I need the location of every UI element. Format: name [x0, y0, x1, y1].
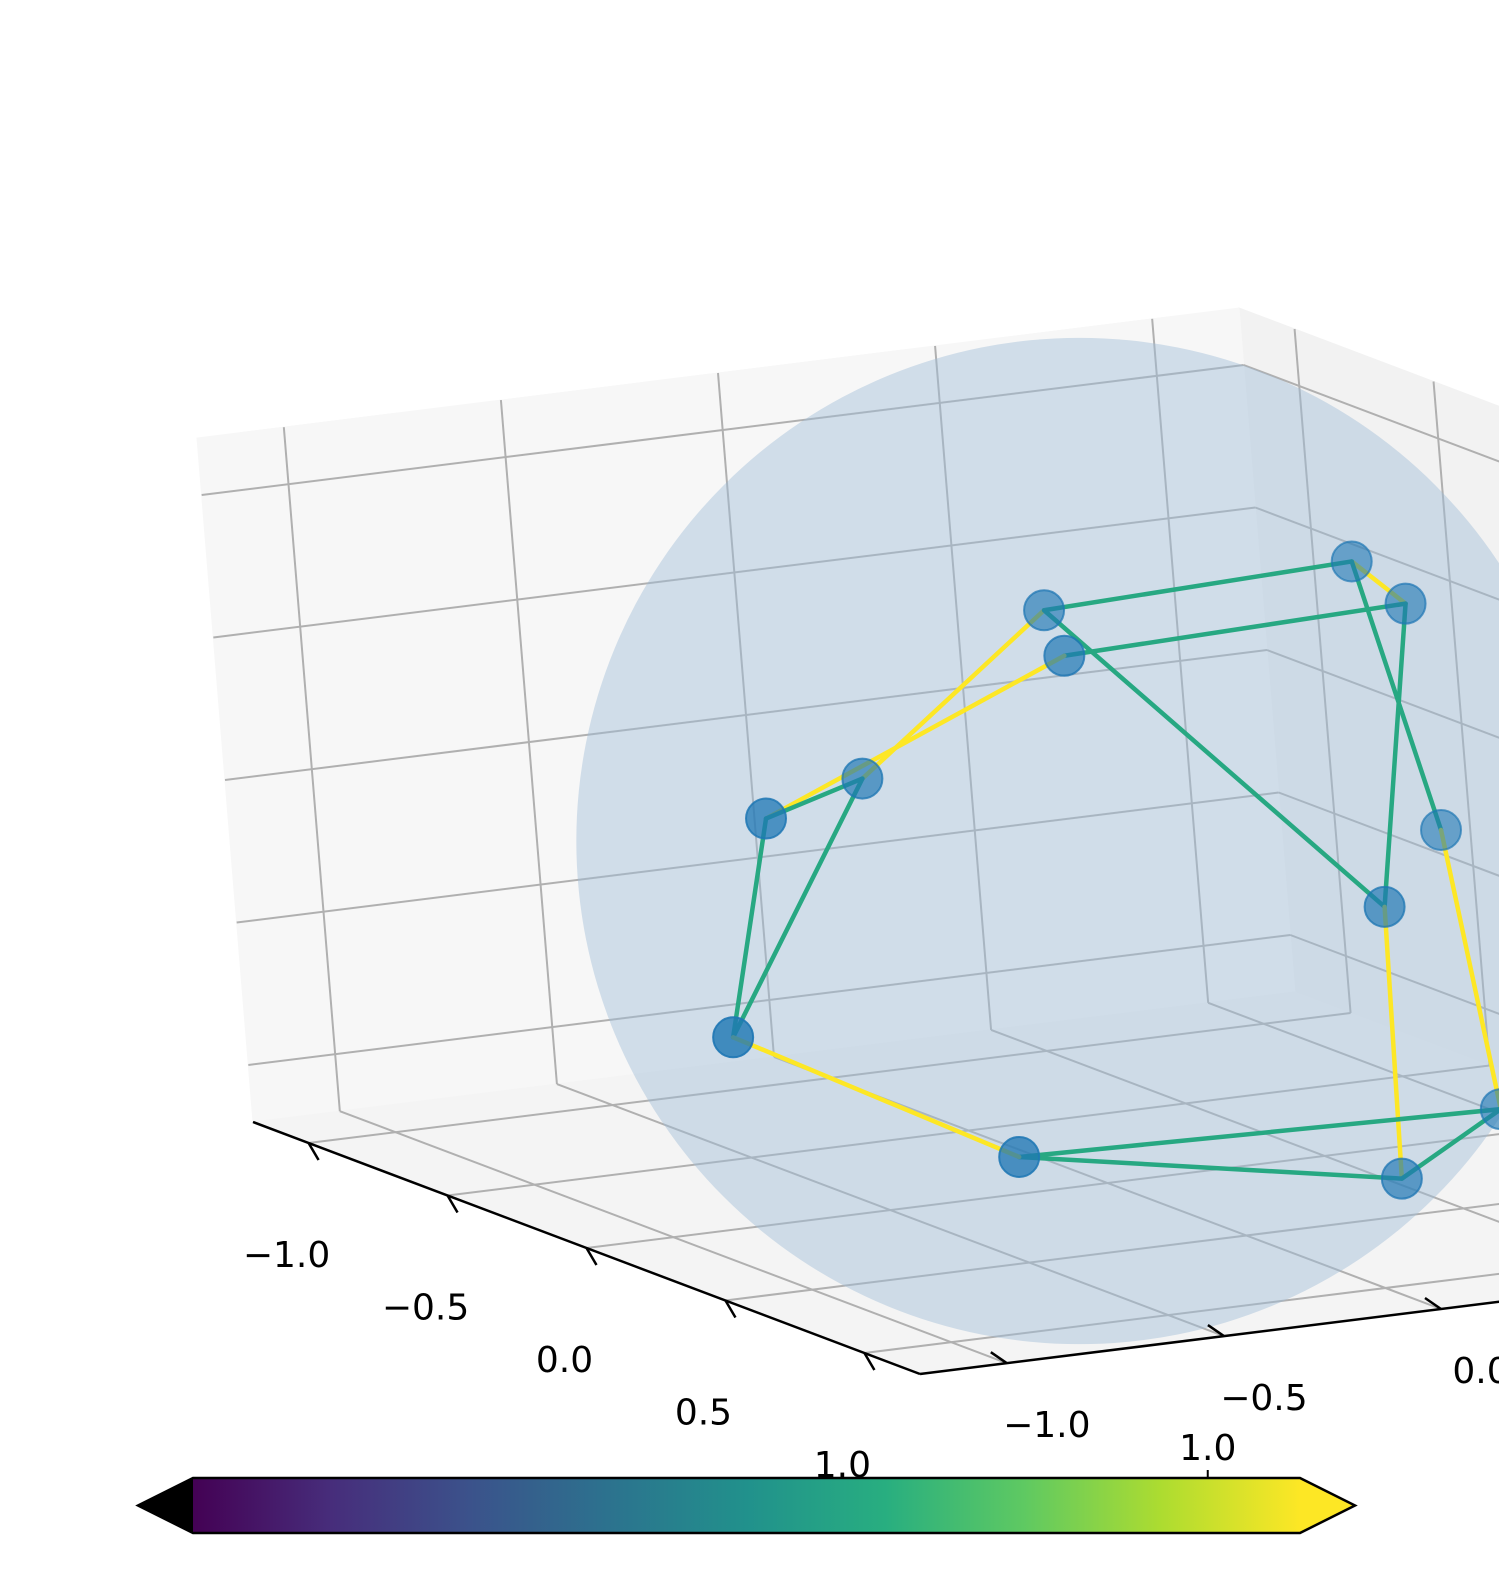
data-point — [1384, 582, 1427, 625]
data-point — [1420, 808, 1463, 851]
x-tick-label: −0.5 — [382, 1288, 469, 1329]
y-tick-label: −0.5 — [1220, 1378, 1307, 1419]
gridline — [236, 791, 1279, 924]
data-point — [712, 1016, 755, 1059]
gridline — [1207, 1001, 1499, 1114]
x-tick — [863, 1352, 876, 1371]
colorbar-under-extension — [138, 1478, 193, 1533]
graph-edge — [1041, 608, 1387, 910]
graph-edge — [1016, 1154, 1405, 1181]
y-tick — [1207, 1324, 1225, 1338]
gridline — [1289, 934, 1499, 1015]
graph-edge — [730, 776, 865, 1040]
data-point — [1043, 634, 1086, 677]
graph-edge — [1062, 601, 1408, 658]
colorbar-over-extension — [1300, 1478, 1355, 1533]
sphere-layer — [576, 337, 1499, 1345]
data-point — [1380, 1157, 1423, 1200]
graph-edge — [763, 653, 1067, 821]
graph-edge — [1382, 601, 1408, 910]
data-point — [1023, 589, 1066, 632]
graph-edge — [1041, 559, 1354, 613]
edges-layer — [730, 559, 1499, 1181]
tick-labels: −1.0−0.50.00.51.0−1.0−0.50.00.51.0−1.0−0… — [243, 1235, 1499, 1486]
data-point — [1363, 885, 1406, 928]
x-tick — [724, 1299, 737, 1319]
gridline — [248, 934, 1291, 1066]
gridline — [339, 1110, 1008, 1365]
x-tick-label: −1.0 — [243, 1235, 330, 1276]
gridline — [990, 1028, 1499, 1223]
data-point — [1330, 540, 1373, 583]
y-tick-label: −1.0 — [1003, 1405, 1090, 1446]
data-point — [1479, 1088, 1499, 1131]
y-tick — [990, 1351, 1008, 1365]
graph-edge — [1349, 559, 1444, 833]
y-tick — [1424, 1296, 1442, 1311]
y-tick-label: 0.0 — [1452, 1351, 1499, 1392]
graph-edge — [730, 816, 769, 1040]
gridline — [224, 649, 1268, 781]
gridline — [556, 1083, 1225, 1338]
graph-edge — [1382, 904, 1405, 1181]
graph-edge — [1016, 1107, 1499, 1160]
axis-lines — [252, 1120, 1499, 1376]
gridline — [1243, 364, 1499, 463]
x-tick — [585, 1247, 598, 1266]
colorbar-tick-label: 1.0 — [1179, 1428, 1236, 1469]
colorbar: 1.0 — [135, 1428, 1358, 1535]
gridline — [201, 364, 1244, 496]
data-point — [998, 1135, 1041, 1178]
points-layer — [712, 540, 1499, 1200]
x-tick — [446, 1194, 459, 1214]
graph-edge — [1438, 827, 1499, 1111]
gridline — [1266, 649, 1499, 739]
x-tick-label: 0.5 — [675, 1393, 732, 1434]
graph-edge — [730, 1035, 1022, 1160]
colorbar-gradient — [193, 1478, 1300, 1533]
x-tick-label: 0.0 — [536, 1340, 593, 1381]
data-point — [745, 797, 788, 840]
data-point — [841, 757, 884, 800]
x-tick — [307, 1142, 320, 1161]
gridline — [213, 506, 1256, 639]
sphere-surface — [576, 337, 1499, 1345]
colorbar-outline — [135, 1476, 1358, 1535]
